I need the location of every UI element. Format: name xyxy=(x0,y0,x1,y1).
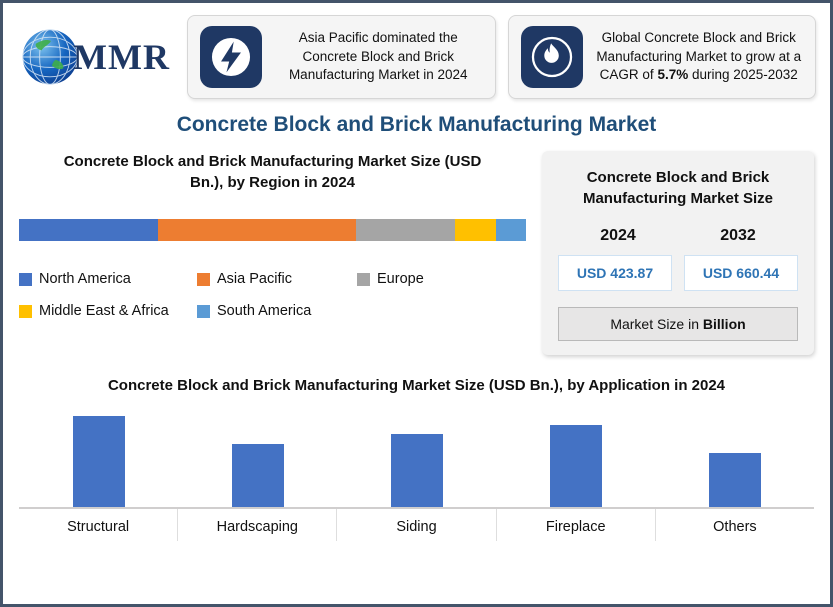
callout-text: Asia Pacific dominated the Concrete Bloc… xyxy=(288,30,468,83)
legend-swatch xyxy=(197,304,210,318)
stacked-segment-0 xyxy=(19,219,159,241)
market-size-unit-note: Market Size in Billion xyxy=(558,307,798,341)
bar-column-1 xyxy=(178,409,337,507)
callout-text: Global Concrete Block and Brick Manufact… xyxy=(595,29,804,85)
bar-label: Fireplace xyxy=(495,508,655,541)
legend-item-1: Asia Pacific xyxy=(197,271,357,287)
middle-content: Concrete Block and Brick Manufacturing M… xyxy=(3,137,830,355)
years-row: 2024 2032 xyxy=(558,227,798,245)
legend-label: North America xyxy=(39,271,131,287)
bar-fireplace xyxy=(549,425,602,507)
legend-item-3: Middle East & Africa xyxy=(19,303,197,319)
legend-label: Asia Pacific xyxy=(217,271,292,287)
bar-structural xyxy=(72,415,125,507)
legend-label: South America xyxy=(217,303,312,319)
flame-icon-tile xyxy=(520,26,583,88)
application-bars xyxy=(19,409,814,509)
header: MMR Asia Pacific dominated the Concrete … xyxy=(3,3,830,99)
legend-item-2: Europe xyxy=(357,271,526,287)
legend-item-4: South America xyxy=(197,303,357,319)
legend-label: Europe xyxy=(377,271,424,287)
region-legend: North America Asia Pacific Europe Middle Ea… xyxy=(19,271,526,319)
application-chart-section: Concrete Block and Brick Manufacturing M… xyxy=(3,375,830,541)
bar-hardscaping xyxy=(231,444,284,507)
stacked-segment-3 xyxy=(455,219,496,241)
page-title: Concrete Block and Brick Manufacturing M… xyxy=(176,113,657,136)
unit-note-bold: Billion xyxy=(702,316,746,332)
year-2032: 2032 xyxy=(720,227,756,244)
region-chart-title: Concrete Block and Brick Manufacturing M… xyxy=(63,153,482,191)
bar-others xyxy=(708,452,761,507)
region-stacked-bar xyxy=(19,219,526,241)
callout-text-suffix: during 2025-2032 xyxy=(688,67,798,83)
bar-label: Others xyxy=(654,508,814,541)
bar-label: Structural xyxy=(67,518,130,535)
logo-text: MMR xyxy=(73,37,170,77)
flame-icon xyxy=(531,36,572,78)
market-value-2032: USD 660.44 xyxy=(684,255,798,291)
callout-cagr: Global Concrete Block and Brick Manufact… xyxy=(507,15,816,99)
bar-column-2 xyxy=(337,409,496,507)
legend-swatch xyxy=(19,304,32,318)
year-2024: 2024 xyxy=(600,227,636,244)
unit-note-prefix: Market Size in xyxy=(610,316,703,332)
legend-swatch xyxy=(19,272,32,286)
lightning-icon-tile xyxy=(200,26,262,88)
bar-column-0 xyxy=(19,409,178,507)
legend-swatch xyxy=(357,272,370,286)
bar-siding xyxy=(390,434,443,507)
bar-column-3 xyxy=(496,409,655,507)
bar-column-4 xyxy=(655,409,814,507)
legend-swatch xyxy=(197,272,210,286)
application-labels: Structural Hardscaping Siding Fireplace Othe… xyxy=(19,508,814,541)
market-size-card-title: Concrete Block and Brick Manufacturing M… xyxy=(582,169,774,207)
stacked-segment-4 xyxy=(495,219,526,241)
mmr-logo: MMR xyxy=(17,15,175,99)
globe-icon xyxy=(22,29,78,85)
callout-text-prefix: Global Concrete Block and Brick Manufact… xyxy=(596,30,802,83)
lightning-icon xyxy=(211,37,251,77)
values-row: USD 423.87 USD 660.44 xyxy=(558,255,798,291)
market-size-card: Concrete Block and Brick Manufacturing M… xyxy=(542,151,814,355)
bar-label: Siding xyxy=(336,508,495,541)
application-chart-title: Concrete Block and Brick Manufacturing M… xyxy=(107,377,726,394)
legend-label: Middle East & Africa xyxy=(39,303,169,319)
callout-region-dominance: Asia Pacific dominated the Concrete Bloc… xyxy=(187,15,496,99)
market-value-2024: USD 423.87 xyxy=(558,255,672,291)
bar-label: Hardscaping xyxy=(177,508,336,541)
callout-cagr-value: 5.7% xyxy=(657,67,689,83)
stacked-segment-2 xyxy=(356,219,455,241)
region-chart-section: Concrete Block and Brick Manufacturing M… xyxy=(19,151,526,319)
stacked-segment-1 xyxy=(158,219,357,241)
legend-item-0: North America xyxy=(19,271,197,287)
